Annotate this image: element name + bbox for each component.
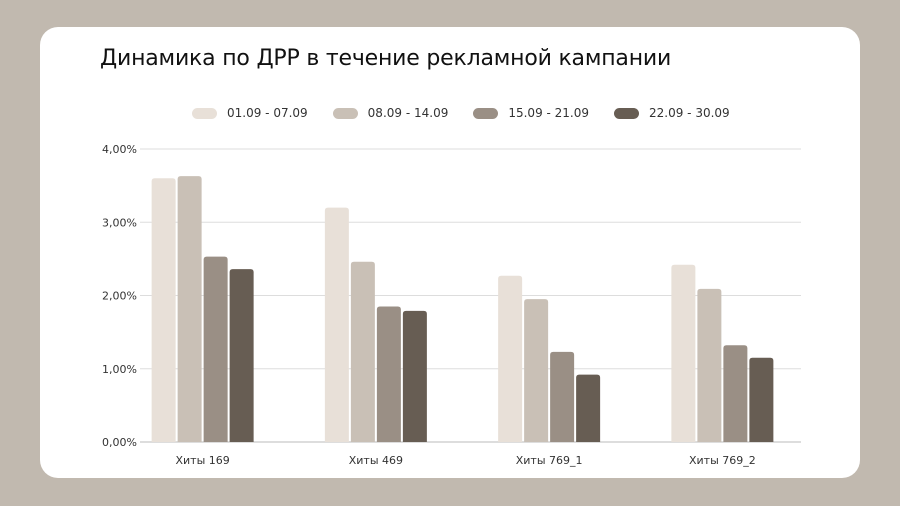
- bar: [524, 299, 549, 442]
- chart-title: Динамика по ДРР в течение рекламной камп…: [100, 46, 672, 71]
- legend-label: 08.09 - 14.09: [367, 106, 449, 120]
- legend-item: 08.09 - 14.09: [332, 106, 449, 120]
- legend-swatch: [473, 107, 499, 119]
- y-tick-label: 4,00%: [102, 143, 137, 156]
- legend-label: 22.09 - 30.09: [649, 106, 730, 120]
- legend-label: 15.09 - 21.09: [508, 106, 590, 120]
- y-tick-label: 1,00%: [102, 363, 137, 376]
- bar: [402, 310, 427, 442]
- bar: [203, 256, 228, 442]
- legend: 01.09 - 07.09 08.09 - 14.09 15.09 - 21.0…: [192, 106, 755, 120]
- x-tick-label: Хиты 769_2: [689, 454, 756, 467]
- bar: [498, 275, 523, 442]
- bar: [576, 374, 601, 442]
- legend-swatch: [332, 107, 358, 119]
- legend-item: 15.09 - 21.09: [473, 106, 589, 120]
- y-tick-label: 0,00%: [102, 436, 137, 449]
- x-tick-label: Хиты 169: [175, 454, 229, 467]
- legend-label: 01.09 - 07.09: [227, 106, 308, 120]
- y-tick-label: 2,00%: [102, 290, 137, 303]
- y-tick-label: 3,00%: [102, 216, 137, 229]
- x-tick-label: Хиты 469: [349, 454, 403, 467]
- bar: [671, 264, 696, 442]
- bar: [376, 306, 401, 442]
- bar: [550, 351, 575, 442]
- bar: [350, 261, 375, 442]
- legend-swatch: [614, 107, 640, 119]
- chart-card: [40, 27, 860, 478]
- legend-item: 22.09 - 30.09: [614, 106, 730, 120]
- legend-swatch: [192, 107, 217, 119]
- bar: [229, 269, 254, 442]
- legend-item: 01.09 - 07.09: [192, 106, 308, 120]
- bar: [151, 178, 176, 443]
- bar: [697, 288, 722, 442]
- x-tick-label: Хиты 769_1: [516, 454, 583, 467]
- bar: [749, 357, 774, 442]
- bar: [723, 345, 748, 442]
- bar: [324, 207, 349, 442]
- bar: [177, 176, 202, 443]
